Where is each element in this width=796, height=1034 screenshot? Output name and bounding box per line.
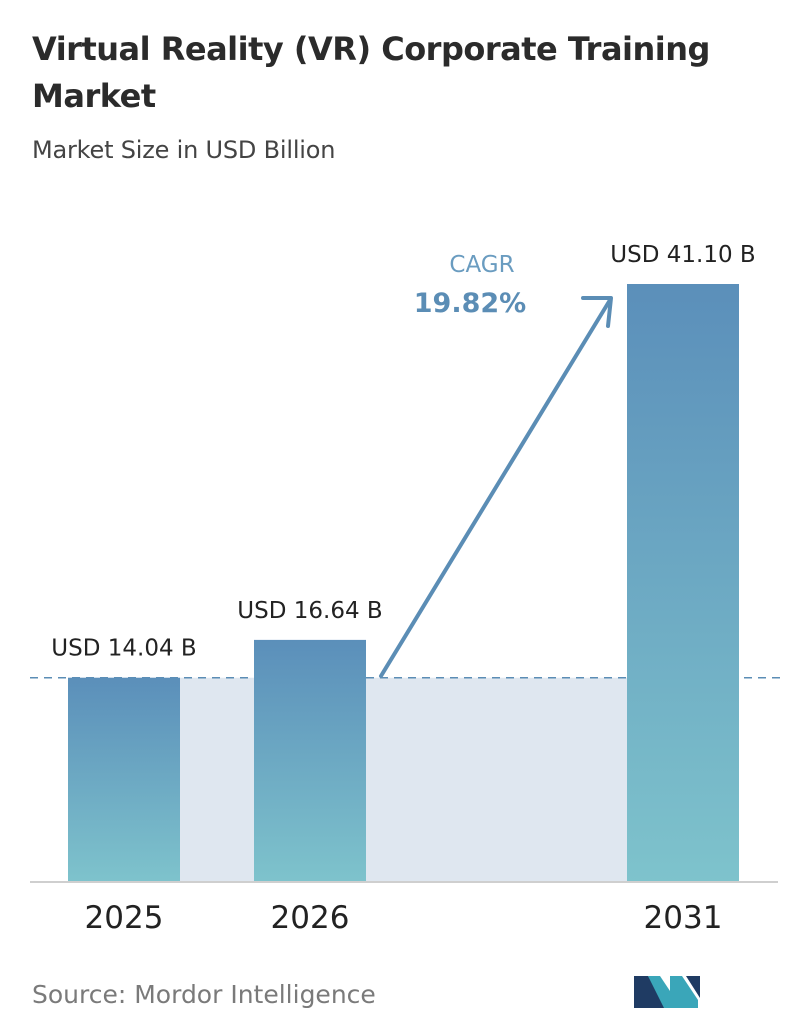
cagr-arrow xyxy=(379,296,613,678)
value-label-2025: USD 14.04 B xyxy=(51,636,196,662)
cagr-value: 19.82% xyxy=(414,288,526,319)
chart-subtitle: Market Size in USD Billion xyxy=(32,136,336,164)
value-label-2031: USD 41.10 B xyxy=(610,242,755,268)
bar-2025 xyxy=(68,677,180,882)
x-tick-label-2025: 2025 xyxy=(85,900,164,936)
bar-2026 xyxy=(254,639,366,882)
source-note: Source: Mordor Intelligence xyxy=(32,980,376,1009)
x-tick-label-2031: 2031 xyxy=(644,900,723,936)
cagr-label: CAGR xyxy=(449,252,514,278)
mordor-intelligence-logo-icon xyxy=(634,976,700,1008)
x-tick-label-2026: 2026 xyxy=(271,900,350,936)
chart-title: Virtual Reality (VR) Corporate Training … xyxy=(32,30,710,115)
value-label-2026: USD 16.64 B xyxy=(237,598,382,624)
bar-2031 xyxy=(627,284,739,882)
bar-chart: USD 14.04 B 2025 USD 16.64 B 2026 USD 41.10 … xyxy=(30,242,780,936)
